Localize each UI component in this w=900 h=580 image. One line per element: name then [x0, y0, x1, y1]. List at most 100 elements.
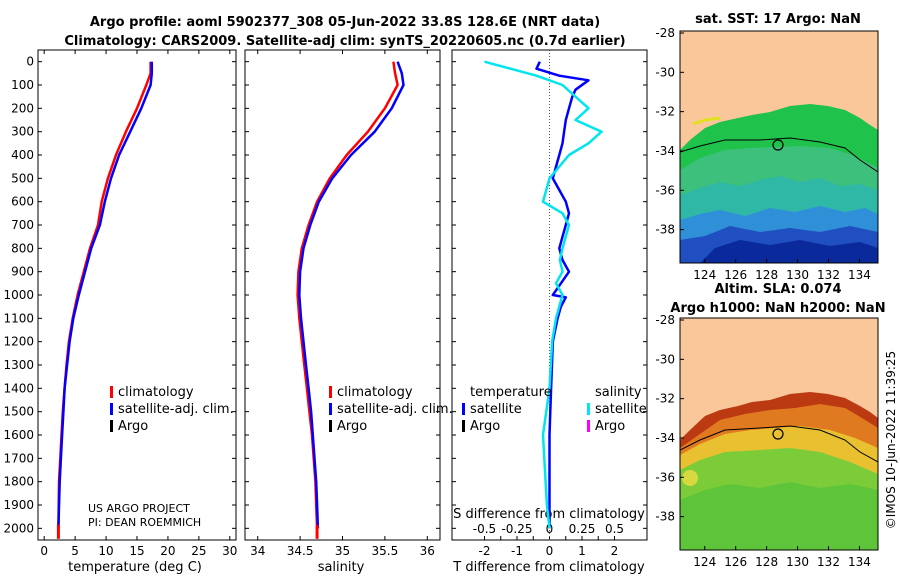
sla-lon-axis: 124 126 128 130 132 134 [693, 546, 871, 569]
legend-s-satellite-swatch [587, 403, 590, 415]
x-tick-label: 2 [611, 544, 619, 558]
s-tick-label: 0 [546, 522, 554, 536]
temperature-axis-label: temperature (deg C) [68, 560, 202, 575]
legend-t-argo-label: Argo [470, 419, 500, 434]
sst-map [680, 31, 878, 263]
difference-legend: temperature salinity satellite Argo sate… [462, 385, 647, 434]
x-tick-label: 30 [222, 544, 237, 558]
legend-s-satellite-label: satellite [595, 402, 647, 417]
x-tick-label: 20 [160, 544, 175, 558]
depth-tick-label: 200 [11, 101, 34, 115]
difference-curves [484, 50, 603, 540]
x-tick-label: 15 [129, 544, 144, 558]
lat-tick-label: -30 [655, 352, 675, 366]
lon-tick-label: 126 [724, 268, 747, 282]
s-tick-label: -0.25 [501, 522, 532, 536]
lon-tick-label: 128 [755, 268, 778, 282]
lon-tick-label: 130 [786, 268, 809, 282]
depth-tick-label: 1200 [3, 335, 34, 349]
temperature-curves [56, 61, 154, 539]
legend-s-argo-label: Argo [595, 419, 625, 434]
sla-map-title-line1: Altim. SLA: 0.074 [715, 282, 842, 297]
depth-tick-label: 0 [26, 55, 34, 69]
legend-climatology-label: climatology [337, 385, 413, 400]
legend-satellite-label: satellite-adj. clim. [118, 402, 234, 417]
lat-tick-label: -36 [655, 470, 675, 484]
s-tick-label: 0.25 [569, 522, 596, 536]
t-diff-axis-label: T difference from climatology [452, 560, 645, 575]
sst-map-frame [679, 30, 879, 264]
depth-tick-label: 1800 [3, 475, 34, 489]
x-tick-label: 34 [250, 544, 265, 558]
legend-temperature-header: temperature [470, 385, 552, 400]
credit-line2: PI: DEAN ROEMMICH [88, 516, 201, 529]
lon-tick-label: 124 [693, 555, 716, 569]
lat-tick-label: -34 [655, 431, 675, 445]
lat-tick-label: -32 [655, 105, 675, 119]
depth-axis: 0 100 200 300 400 500 600 700 800 900 1000 1100 1200… [3, 55, 647, 535]
lon-tick-label: 134 [848, 555, 871, 569]
title-line2: Climatology: CARS2009. Satellite-adj cli… [64, 34, 625, 49]
legend-argo-label: Argo [337, 419, 367, 434]
t-diff-x-axis: -2 -1 0 1 2 [479, 536, 619, 558]
depth-tick-label: 100 [11, 78, 34, 92]
x-tick-label: -2 [479, 544, 491, 558]
legend-climatology-swatch [329, 386, 332, 398]
lat-tick-label: -28 [655, 26, 675, 40]
x-tick-label: 1 [578, 544, 586, 558]
sst-contour-line [680, 137, 878, 173]
lat-tick-label: -32 [655, 392, 675, 406]
depth-tick-label: 400 [11, 148, 34, 162]
t-diff-satellite-curve [535, 61, 590, 529]
lon-tick-label: 132 [817, 555, 840, 569]
lon-tick-label: 130 [786, 555, 809, 569]
lat-tick-label: -36 [655, 183, 675, 197]
x-tick-label: 34.5 [287, 544, 314, 558]
sla-map-frame [679, 317, 879, 551]
lon-tick-label: 124 [693, 268, 716, 282]
s-tick-label: 0.5 [605, 522, 624, 536]
temperature-legend: climatology satellite-adj. clim. Argo [110, 385, 234, 434]
climatology-curve [296, 61, 399, 529]
sla-contour-line [680, 425, 878, 463]
lon-tick-label: 128 [755, 555, 778, 569]
sla-map-title-line2: Argo h1000: NaN h2000: NaN [670, 301, 885, 316]
salinity-axis-label: salinity [318, 560, 365, 575]
depth-tick-label: 1500 [3, 405, 34, 419]
legend-satellite-swatch [110, 403, 113, 415]
s-tick-label: -0.5 [473, 522, 496, 536]
legend-t-argo-swatch [462, 420, 465, 432]
temperature-x-axis: 0 5 10 15 20 25 30 [40, 50, 237, 558]
legend-salinity-header: salinity [595, 385, 642, 400]
lon-tick-label: 134 [848, 268, 871, 282]
legend-t-satellite-swatch [462, 403, 465, 415]
depth-tick-label: 1700 [3, 451, 34, 465]
sst-lat-axis: -28 -30 -32 -34 -36 -38 [655, 26, 684, 237]
legend-argo-label: Argo [118, 419, 148, 434]
s-diff-satellite-curve [484, 60, 603, 529]
depth-tick-label: 1000 [3, 288, 34, 302]
x-tick-label: 5 [71, 544, 79, 558]
depth-tick-label: 800 [11, 241, 34, 255]
credit-line1: US ARGO PROJECT [88, 502, 190, 515]
x-tick-label: 35 [335, 544, 350, 558]
salinity-curves [296, 61, 405, 539]
lat-tick-label: -38 [655, 223, 675, 237]
legend-s-argo-swatch [587, 420, 590, 432]
x-tick-label: 36 [420, 544, 435, 558]
depth-tick-label: 700 [11, 218, 34, 232]
salinity-legend: climatology satellite-adj. clim. Argo [329, 385, 453, 434]
sla-map [680, 318, 878, 550]
depth-tick-label: 1400 [3, 381, 34, 395]
satellite-curve [57, 61, 154, 529]
x-tick-label: 25 [191, 544, 206, 558]
argo-float-marker [772, 428, 784, 440]
sla-lat-axis: -28 -30 -32 -34 -36 -38 [655, 313, 684, 524]
lat-tick-label: -38 [655, 510, 675, 524]
s-diff-x-axis: -0.5 -0.25 0 0.25 0.5 [473, 522, 624, 536]
depth-tick-label: 500 [11, 171, 34, 185]
legend-satellite-swatch [329, 403, 332, 415]
lat-tick-label: -30 [655, 65, 675, 79]
depth-tick-label: 1300 [3, 358, 34, 372]
